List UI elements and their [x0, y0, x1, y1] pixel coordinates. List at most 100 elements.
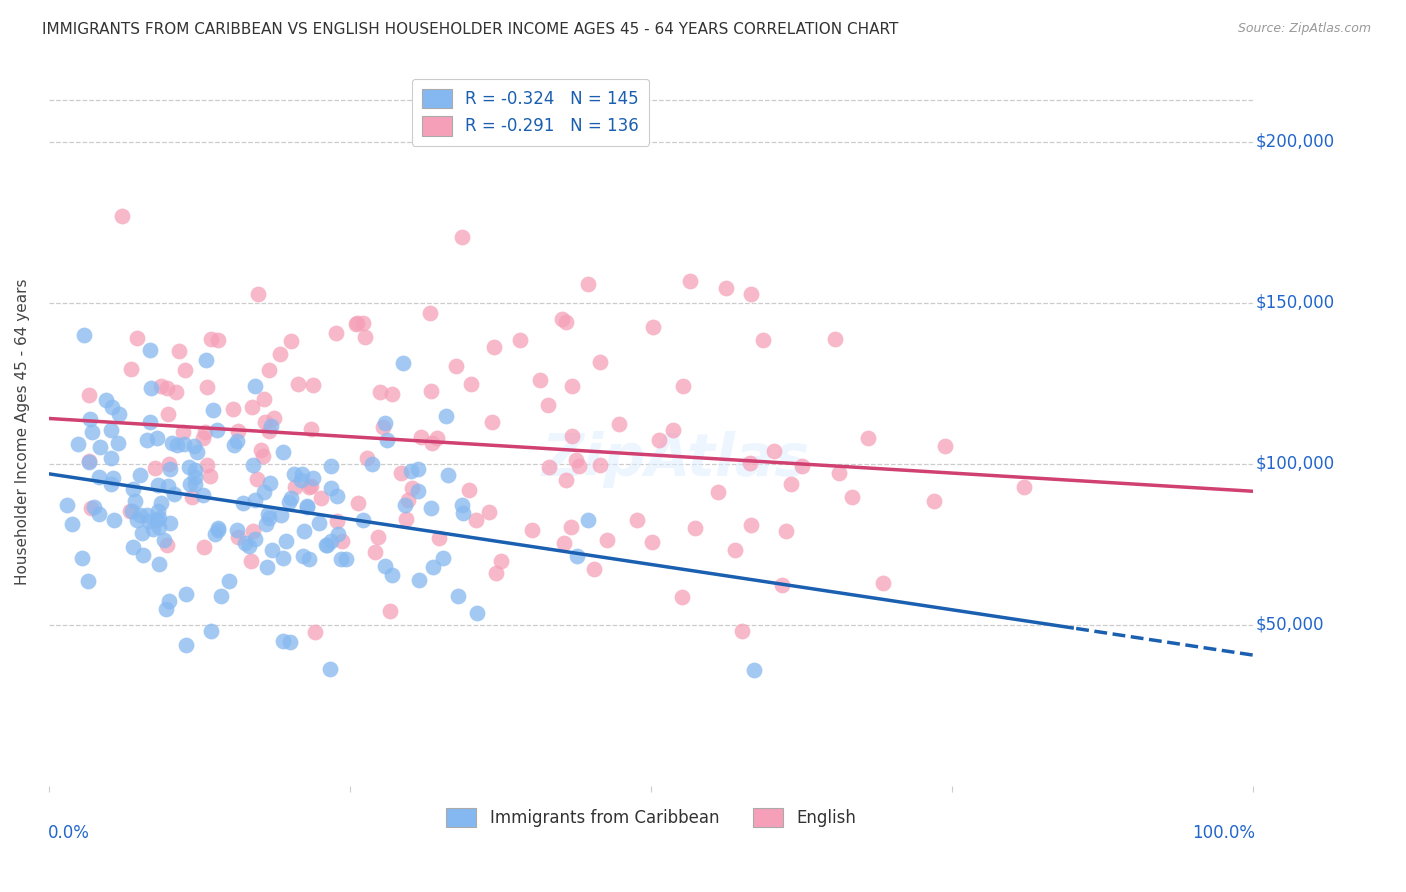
Point: [253, 484, 276, 499]
Point: [55, 498, 77, 512]
Point: [259, 418, 281, 433]
Point: [240, 554, 263, 568]
Point: [278, 635, 301, 649]
Point: [77, 388, 100, 402]
Point: [738, 456, 761, 470]
Point: [157, 594, 180, 608]
Point: [529, 373, 551, 387]
Point: [174, 638, 197, 652]
Point: [841, 490, 863, 504]
Point: [131, 548, 153, 562]
Point: [401, 481, 423, 495]
Point: [406, 484, 429, 499]
Text: ZipAtlas: ZipAtlas: [541, 432, 810, 488]
Point: [159, 516, 181, 531]
Point: [269, 346, 291, 360]
Point: [194, 353, 217, 368]
Point: [751, 334, 773, 348]
Point: [560, 520, 582, 534]
Point: [1014, 480, 1036, 494]
Point: [172, 425, 194, 440]
Point: [740, 517, 762, 532]
Point: [567, 549, 589, 563]
Point: [460, 377, 482, 392]
Point: [568, 458, 591, 473]
Point: [253, 416, 276, 430]
Point: [299, 422, 322, 436]
Point: [375, 433, 398, 447]
Point: [408, 574, 430, 588]
Point: [245, 493, 267, 508]
Point: [252, 450, 274, 464]
Point: [297, 500, 319, 515]
Point: [716, 281, 738, 295]
Point: [148, 520, 170, 534]
Point: [77, 455, 100, 469]
Point: [325, 490, 347, 504]
Point: [156, 407, 179, 421]
Point: [194, 425, 217, 440]
Point: [395, 512, 418, 526]
Point: [346, 496, 368, 510]
Point: [361, 457, 384, 471]
Point: [89, 440, 111, 454]
Point: [292, 549, 315, 564]
Point: [555, 473, 578, 487]
Point: [589, 354, 612, 368]
Point: [184, 477, 207, 491]
Point: [238, 539, 260, 553]
Point: [242, 400, 264, 414]
Point: [576, 513, 599, 527]
Point: [204, 527, 226, 541]
Point: [291, 467, 314, 482]
Point: [321, 458, 343, 473]
Point: [770, 577, 793, 591]
Point: [207, 334, 229, 348]
Point: [723, 542, 745, 557]
Point: [143, 461, 166, 475]
Point: [450, 229, 472, 244]
Point: [478, 505, 501, 519]
Point: [174, 363, 197, 377]
Point: [243, 532, 266, 546]
Point: [100, 450, 122, 465]
Point: [352, 513, 374, 527]
Point: [432, 550, 454, 565]
Point: [200, 469, 222, 483]
Point: [139, 343, 162, 357]
Text: 100.0%: 100.0%: [1192, 824, 1254, 842]
Point: [934, 439, 956, 453]
Point: [253, 392, 276, 407]
Point: [89, 507, 111, 521]
Point: [328, 527, 350, 541]
Point: [465, 606, 488, 620]
Point: [396, 493, 419, 508]
Point: [183, 439, 205, 453]
Point: [103, 513, 125, 527]
Point: [156, 381, 179, 395]
Point: [191, 431, 214, 445]
Point: [394, 499, 416, 513]
Point: [101, 400, 124, 414]
Point: [159, 457, 181, 471]
Point: [156, 538, 179, 552]
Point: [290, 473, 312, 487]
Point: [419, 306, 441, 320]
Point: [107, 436, 129, 450]
Point: [125, 513, 148, 527]
Point: [148, 557, 170, 571]
Point: [100, 423, 122, 437]
Point: [186, 445, 208, 459]
Point: [420, 384, 443, 398]
Point: [321, 534, 343, 549]
Point: [256, 560, 278, 574]
Point: [304, 624, 326, 639]
Point: [425, 431, 447, 445]
Point: [195, 380, 218, 394]
Point: [509, 333, 531, 347]
Point: [120, 362, 142, 376]
Point: [458, 483, 481, 497]
Point: [146, 513, 169, 527]
Point: [420, 436, 443, 450]
Point: [60, 516, 83, 531]
